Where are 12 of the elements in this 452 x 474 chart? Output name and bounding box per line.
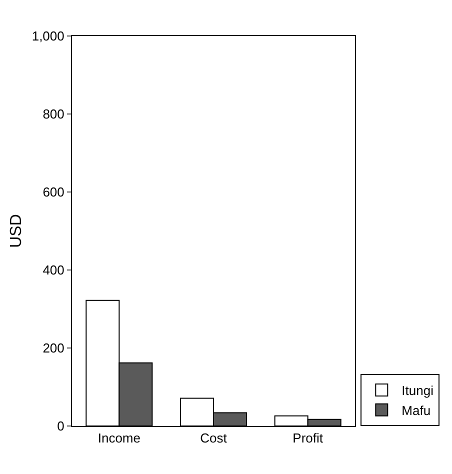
legend-label: Mafu — [402, 402, 431, 418]
x-tick-label: Profit — [292, 430, 324, 446]
legend-label: Itungi — [402, 383, 434, 398]
y-tick-label: 1,000 — [32, 28, 64, 44]
y-tick-label: 800 — [42, 106, 64, 122]
x-tick-label: Income — [98, 430, 140, 446]
y-tick-label: 400 — [42, 262, 64, 278]
y-tick-label: 200 — [42, 340, 64, 356]
y-tick-label: 0 — [57, 418, 64, 434]
y-tick-label: 600 — [42, 184, 64, 200]
x-tick-label: Cost — [200, 430, 228, 446]
y-axis-title: USD — [8, 214, 25, 248]
